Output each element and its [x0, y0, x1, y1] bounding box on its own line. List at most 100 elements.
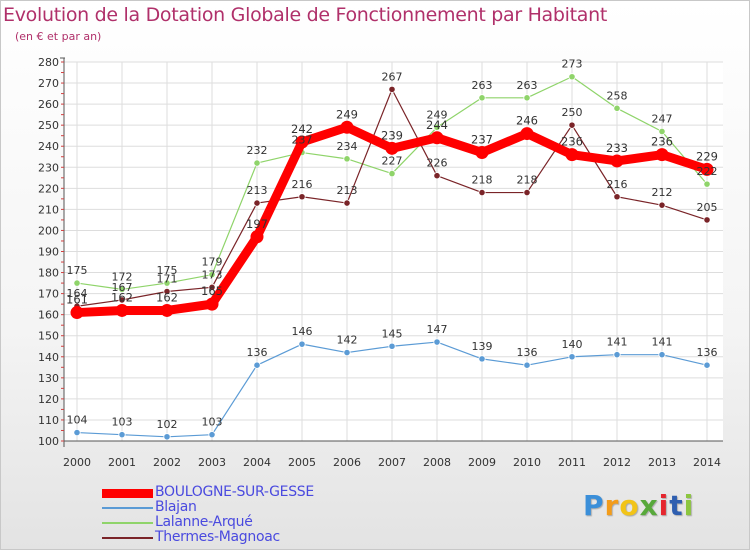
y-tick-label: 170 — [38, 288, 59, 301]
y-tick-label: 260 — [38, 98, 59, 111]
data-label: 141 — [652, 336, 673, 349]
x-tick-label: 2002 — [153, 456, 181, 469]
data-label: 267 — [382, 70, 403, 83]
data-label: 147 — [427, 323, 448, 336]
data-point-2 — [388, 169, 396, 178]
x-tick-label: 2005 — [288, 456, 316, 469]
data-label: 171 — [157, 273, 178, 286]
data-label: 213 — [337, 184, 358, 197]
logo-letter: i — [658, 489, 670, 522]
data-label: 227 — [382, 155, 403, 168]
legend-label: Lalanne-Arqué — [155, 514, 253, 530]
data-point-3 — [343, 199, 351, 207]
data-label: 197 — [246, 217, 268, 231]
legend-item: BOULOGNE-SUR-GESSE — [102, 485, 422, 500]
data-label: 213 — [247, 184, 268, 197]
data-point-2 — [253, 159, 261, 167]
legend-item: Blajan — [102, 500, 422, 515]
logo-letter: i — [683, 489, 695, 522]
y-tick-label: 250 — [38, 119, 59, 132]
y-tick-label: 210 — [38, 203, 59, 216]
data-point-2 — [568, 73, 576, 81]
y-tick-label: 160 — [38, 309, 59, 322]
data-label: 236 — [561, 135, 583, 149]
x-tick-label: 2011 — [558, 456, 586, 469]
data-label: 142 — [337, 334, 358, 347]
legend-label: BOULOGNE-SUR-GESSE — [155, 484, 314, 500]
data-point-2 — [343, 155, 351, 163]
x-tick-label: 2008 — [423, 456, 451, 469]
data-point-1 — [703, 361, 711, 369]
x-tick-label: 2009 — [468, 456, 496, 469]
series-layer — [70, 73, 714, 441]
data-label: 175 — [67, 264, 88, 277]
legend-swatch — [102, 537, 153, 539]
y-tick-label: 240 — [38, 140, 59, 153]
data-point-0 — [115, 303, 129, 317]
data-point-3 — [208, 283, 216, 291]
data-label: 226 — [427, 157, 448, 170]
data-label: 161 — [66, 293, 88, 307]
y-tick-label: 110 — [38, 414, 59, 427]
data-label: 172 — [112, 270, 133, 283]
x-tick-label: 2012 — [603, 456, 631, 469]
data-point-3 — [658, 201, 666, 209]
data-label: 212 — [652, 186, 673, 199]
data-point-3 — [523, 188, 531, 197]
data-label: 205 — [697, 201, 718, 214]
y-tick-label: 200 — [38, 224, 59, 237]
data-label: 237 — [471, 133, 493, 147]
x-tick-label: 2014 — [693, 456, 721, 469]
data-label: 162 — [156, 290, 178, 304]
data-point-0 — [160, 303, 174, 317]
y-tick-label: 270 — [38, 77, 59, 90]
data-point-2 — [658, 127, 666, 136]
y-tick-label: 120 — [38, 393, 59, 406]
data-label: 244 — [426, 118, 448, 132]
data-point-3 — [433, 172, 441, 180]
data-label: 179 — [202, 256, 223, 269]
y-tick-label: 100 — [38, 435, 59, 448]
data-point-0 — [655, 148, 669, 162]
y-tick-label: 190 — [38, 246, 59, 259]
y-tick-label: 150 — [38, 330, 59, 343]
data-label: 242 — [291, 122, 313, 136]
data-label: 229 — [696, 149, 718, 163]
data-label: 141 — [607, 336, 628, 349]
data-point-0 — [430, 131, 444, 145]
data-label: 175 — [157, 264, 178, 277]
x-tick-label: 2003 — [198, 456, 226, 469]
data-point-1 — [343, 348, 351, 357]
logo-letter: t — [669, 489, 684, 522]
data-point-0 — [520, 127, 534, 141]
data-point-1 — [163, 433, 171, 441]
data-point-1 — [208, 431, 216, 439]
data-label: 103 — [202, 416, 223, 429]
data-point-3 — [163, 287, 171, 296]
data-point-2 — [433, 123, 441, 131]
data-label: 145 — [382, 327, 403, 340]
data-label: 218 — [472, 174, 493, 187]
data-label: 263 — [517, 79, 538, 92]
legend-item: Thermes-Magnoac — [102, 530, 422, 545]
data-label: 234 — [337, 140, 358, 153]
data-label: 164 — [67, 287, 88, 300]
legend: BOULOGNE-SUR-GESSE Blajan Lalanne-Arqué The… — [102, 485, 422, 545]
data-point-2 — [163, 279, 171, 287]
data-point-3 — [613, 193, 621, 201]
data-point-2 — [613, 104, 621, 112]
data-label: 146 — [292, 325, 313, 338]
data-point-2 — [73, 279, 81, 287]
data-point-0 — [205, 297, 219, 311]
data-label: 216 — [607, 178, 628, 191]
data-label: 104 — [67, 414, 88, 427]
data-label: 247 — [652, 112, 673, 125]
data-label: 246 — [516, 114, 538, 128]
data-point-0 — [250, 230, 264, 244]
data-point-0 — [295, 135, 309, 149]
data-point-3 — [478, 188, 486, 197]
data-point-3 — [703, 216, 711, 224]
y-tick-label: 230 — [38, 161, 59, 174]
x-tick-label: 2013 — [648, 456, 676, 469]
